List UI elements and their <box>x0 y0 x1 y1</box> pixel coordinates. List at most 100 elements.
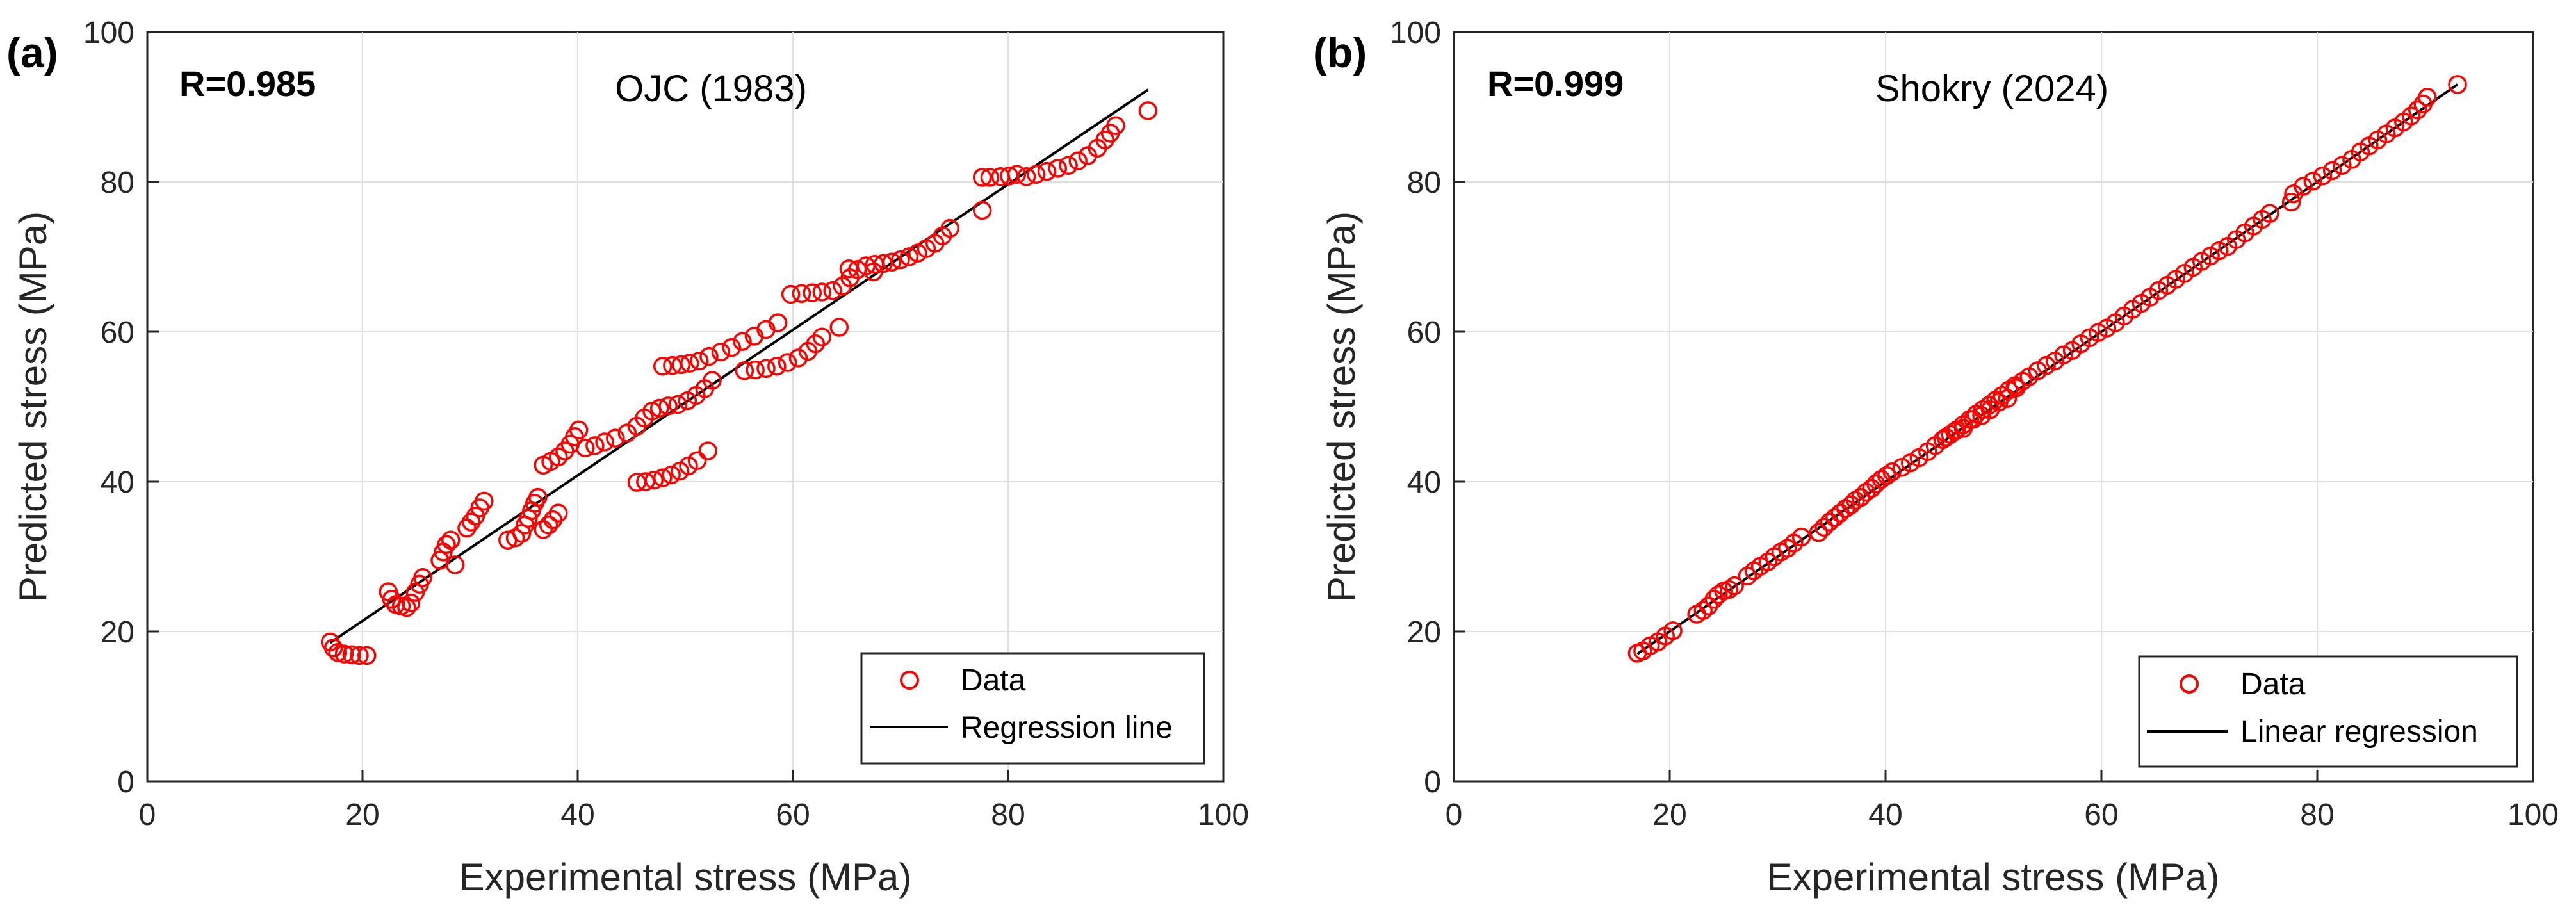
y-tick-label-a: 40 <box>101 466 135 500</box>
data-point-b <box>2281 192 2301 212</box>
data-point-b <box>1709 585 1728 605</box>
y-tick-label-b: 100 <box>1390 16 1441 50</box>
data-point-a <box>382 589 402 609</box>
x-tick-label-a: 40 <box>560 798 594 832</box>
y-tick-label-a: 20 <box>101 615 135 649</box>
data-point-a <box>357 646 377 665</box>
y-axis-label-b: Predicted stress (MPa) <box>1320 211 1363 602</box>
legend-marker-data-b <box>2180 674 2199 694</box>
data-point-a <box>539 516 558 535</box>
data-point-a <box>680 354 699 373</box>
data-point-a <box>690 351 709 371</box>
data-point-a <box>437 535 456 555</box>
data-point-a <box>1106 116 1125 135</box>
data-point-b <box>2313 166 2333 186</box>
y-tick-label-b: 60 <box>1407 316 1441 350</box>
data-point-a <box>1016 167 1036 186</box>
data-point-a <box>653 357 673 376</box>
data-point-b <box>1877 466 1896 485</box>
chart-title-a: OJC (1983) <box>615 68 807 110</box>
data-point-a <box>445 555 465 574</box>
data-point-a <box>703 371 722 390</box>
data-point-a <box>711 342 731 362</box>
legend-b: Data Linear regression <box>2138 655 2518 768</box>
data-point-a <box>756 359 776 379</box>
x-tick-label-b: 80 <box>2300 798 2334 832</box>
data-point-a <box>441 530 461 550</box>
data-point-a <box>1007 165 1027 184</box>
data-point-b <box>1945 421 1964 441</box>
data-point-b <box>1738 566 1757 586</box>
legend-a: Data Regression line <box>860 652 1205 765</box>
x-tick-label-a: 80 <box>991 798 1025 832</box>
data-point-a <box>1037 161 1057 181</box>
r-value-b: R=0.999 <box>1487 63 1624 104</box>
data-point-a <box>746 360 765 380</box>
data-point-a <box>413 568 432 587</box>
r-value-a: R=0.985 <box>179 63 316 104</box>
data-point-a <box>940 218 960 238</box>
x-axis-label-a: Experimental stress (MPa) <box>459 856 912 899</box>
data-point-a <box>788 348 808 368</box>
grid-b <box>1454 32 2533 781</box>
data-point-a <box>722 338 741 357</box>
data-point-b <box>2401 106 2421 126</box>
data-point-a <box>401 593 421 613</box>
legend-label-line-a: Regression line <box>961 711 1173 745</box>
data-point-b <box>2408 100 2427 120</box>
data-point-a <box>823 281 842 300</box>
data-point-a <box>671 355 691 375</box>
data-point-b <box>1814 517 1834 537</box>
y-tick-label-a: 60 <box>101 316 135 350</box>
legend-label-line-b: Linear regression <box>2240 715 2478 749</box>
data-point-a <box>644 470 664 490</box>
panel-b: 0 20 40 60 80 100 0 20 40 60 80 100 Experimental s… <box>1313 16 2559 899</box>
data-point-a <box>778 353 797 372</box>
data-point-a <box>768 313 788 332</box>
data-point-a <box>687 451 707 470</box>
x-tick-labels-b: 0 20 40 60 80 100 <box>1446 770 2559 832</box>
data-point-a <box>980 168 1000 187</box>
data-point-a <box>699 346 719 366</box>
data-point-a <box>668 395 687 414</box>
x-tick-label-b: 0 <box>1446 798 1463 832</box>
y-tick-label-b: 40 <box>1407 466 1441 500</box>
data-point-a <box>972 200 992 220</box>
y-tick-label-a: 80 <box>101 166 135 200</box>
data-point-a <box>1048 159 1068 178</box>
data-point-a <box>569 420 589 440</box>
data-point-a <box>475 491 494 511</box>
legend-label-data-b: Data <box>2240 667 2306 701</box>
x-tick-label-a: 20 <box>345 798 379 832</box>
data-point-b <box>2260 204 2279 223</box>
data-point-a <box>767 357 787 376</box>
data-point-a <box>397 598 416 617</box>
data-point-a <box>698 441 718 460</box>
data-point-b <box>2418 88 2437 107</box>
data-point-b <box>1663 621 1683 640</box>
data-point-a <box>653 468 673 487</box>
data-point-a <box>636 472 655 491</box>
data-point-a <box>882 252 902 272</box>
legend-label-data-a: Data <box>961 664 1026 697</box>
x-tick-label-b: 20 <box>1652 798 1686 832</box>
data-point-b <box>2448 75 2467 94</box>
data-point-a <box>891 250 910 270</box>
data-point-a <box>735 361 754 380</box>
panel-a: 0 20 40 60 80 100 0 20 40 60 80 100 Experimental s… <box>6 16 1249 899</box>
data-point-b <box>1758 552 1778 571</box>
panel-tag-b: (b) <box>1313 29 1367 76</box>
x-tick-label-a: 60 <box>776 798 810 832</box>
data-point-b <box>1719 580 1739 599</box>
data-point-b <box>1693 601 1713 620</box>
y-tick-label-a: 0 <box>117 765 135 799</box>
legend-box-a <box>860 652 1205 765</box>
data-point-a <box>1138 101 1158 120</box>
data-point-a <box>733 332 752 351</box>
data-point-a <box>972 168 992 187</box>
data-point-b <box>2294 177 2313 196</box>
data-point-b <box>2007 379 2026 398</box>
data-point-a <box>549 447 568 467</box>
data-point-a <box>658 396 678 416</box>
